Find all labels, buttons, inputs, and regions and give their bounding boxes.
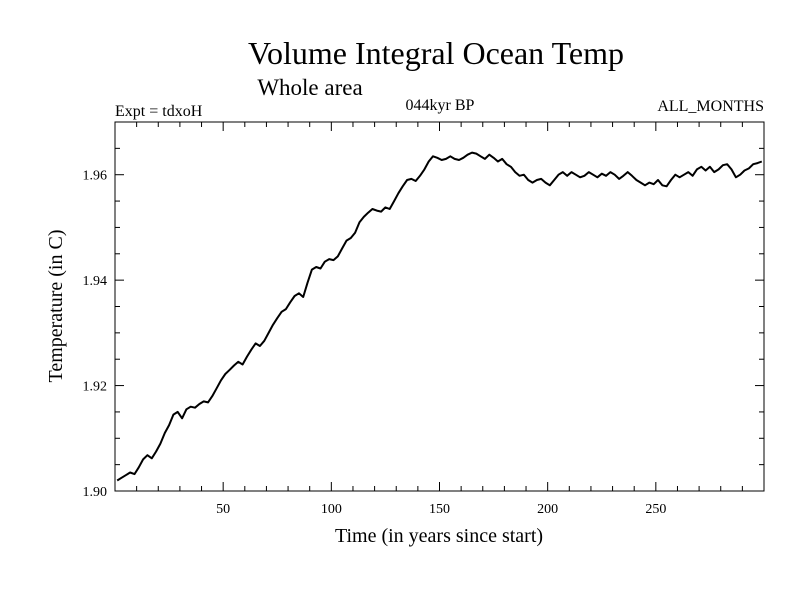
plot-frame xyxy=(114,121,765,492)
months-label: ALL_MONTHS xyxy=(657,98,764,115)
x-tick-label: 100 xyxy=(321,502,342,517)
y-tick-label: 1.92 xyxy=(83,380,108,395)
period-label: 044kyr BP xyxy=(406,97,475,114)
y-tick-label: 1.96 xyxy=(83,169,108,184)
x-tick-label: 50 xyxy=(216,502,230,517)
temperature-series-line xyxy=(116,151,763,482)
y-tick-label: 1.94 xyxy=(83,274,108,289)
x-tick-label: 200 xyxy=(537,502,558,517)
chart-title: Volume Integral Ocean Temp xyxy=(248,35,624,71)
y-tick-label: 1.90 xyxy=(83,485,108,500)
chart-subtitle: Whole area xyxy=(257,75,362,100)
x-tick-label: 150 xyxy=(429,502,450,517)
x-tick-label: 250 xyxy=(645,502,666,517)
tick-labels: 50 100 150 200 250 1.90 1.92 1.94 1.96 xyxy=(83,169,667,517)
axis-ticks xyxy=(115,122,764,491)
x-axis-label: Time (in years since start) xyxy=(335,525,543,547)
y-axis-label: Temperature (in C) xyxy=(45,230,67,383)
experiment-label: Expt = tdxoH xyxy=(115,103,203,120)
